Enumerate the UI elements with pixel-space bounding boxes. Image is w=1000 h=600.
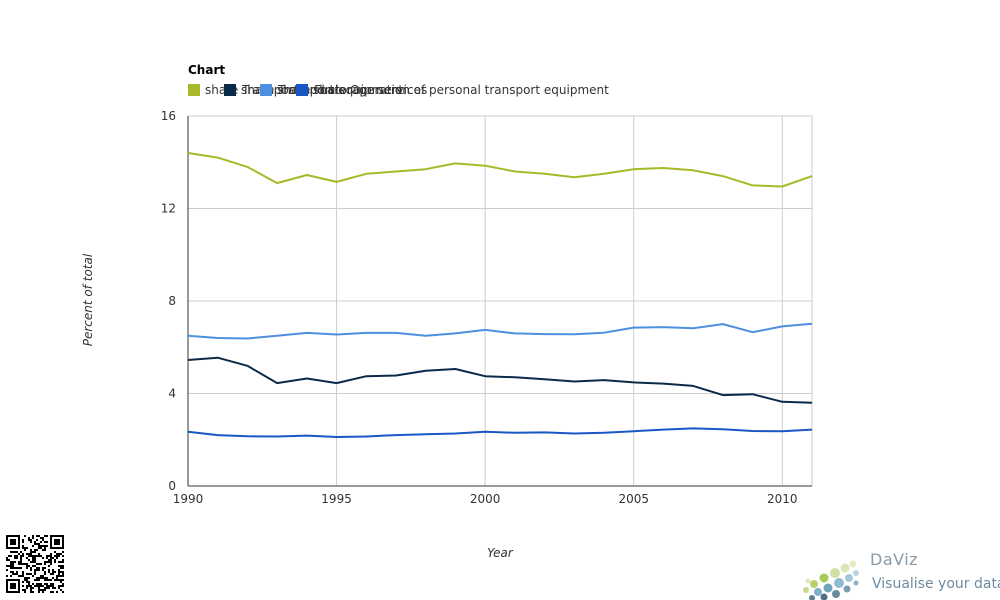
x-tick-label: 1990 — [173, 492, 204, 506]
x-tick-label: 2005 — [618, 492, 649, 506]
y-tick-label: 0 — [168, 479, 176, 493]
legend-swatch — [296, 84, 308, 96]
series-line-0[interactable] — [187, 152, 813, 188]
series-line-3[interactable] — [187, 427, 813, 438]
legend-swatch — [260, 84, 272, 96]
series-line-2[interactable] — [187, 322, 813, 340]
x-tick-label: 1995 — [321, 492, 352, 506]
x-axis-label: Year — [487, 546, 514, 560]
y-axis-label: Percent of total — [81, 253, 95, 346]
grid — [188, 115, 813, 486]
y-tick-label: 8 — [168, 294, 176, 308]
brand-name: DaViz — [870, 550, 919, 569]
axes — [187, 116, 812, 487]
brand-tagline: Visualise your data — [872, 576, 1000, 592]
tick-labels: 0 4 8 12 16 1990 1995 2000 2005 2010 — [161, 109, 798, 506]
legend-label: share Fuels — [277, 83, 345, 97]
daviz-logo-icon — [803, 560, 859, 600]
y-tick-label: 4 — [168, 387, 176, 401]
daviz-brand[interactable]: DaViz Visualise your data — [798, 548, 1000, 600]
y-tick-label: 16 — [161, 109, 176, 123]
legend-label: share Transport equipment — [241, 83, 404, 97]
x-tick-label: 2010 — [767, 492, 798, 506]
y-tick-label: 12 — [161, 202, 176, 216]
legend-label: share Operation of personal transport eq… — [313, 83, 609, 97]
x-tick-label: 2000 — [470, 492, 501, 506]
legend-swatch — [188, 84, 200, 96]
chart-title: Chart — [188, 63, 226, 77]
series-lines — [187, 152, 813, 438]
series-line-1[interactable] — [187, 356, 813, 404]
qr-code[interactable] — [6, 535, 64, 593]
legend-swatch — [224, 84, 236, 96]
